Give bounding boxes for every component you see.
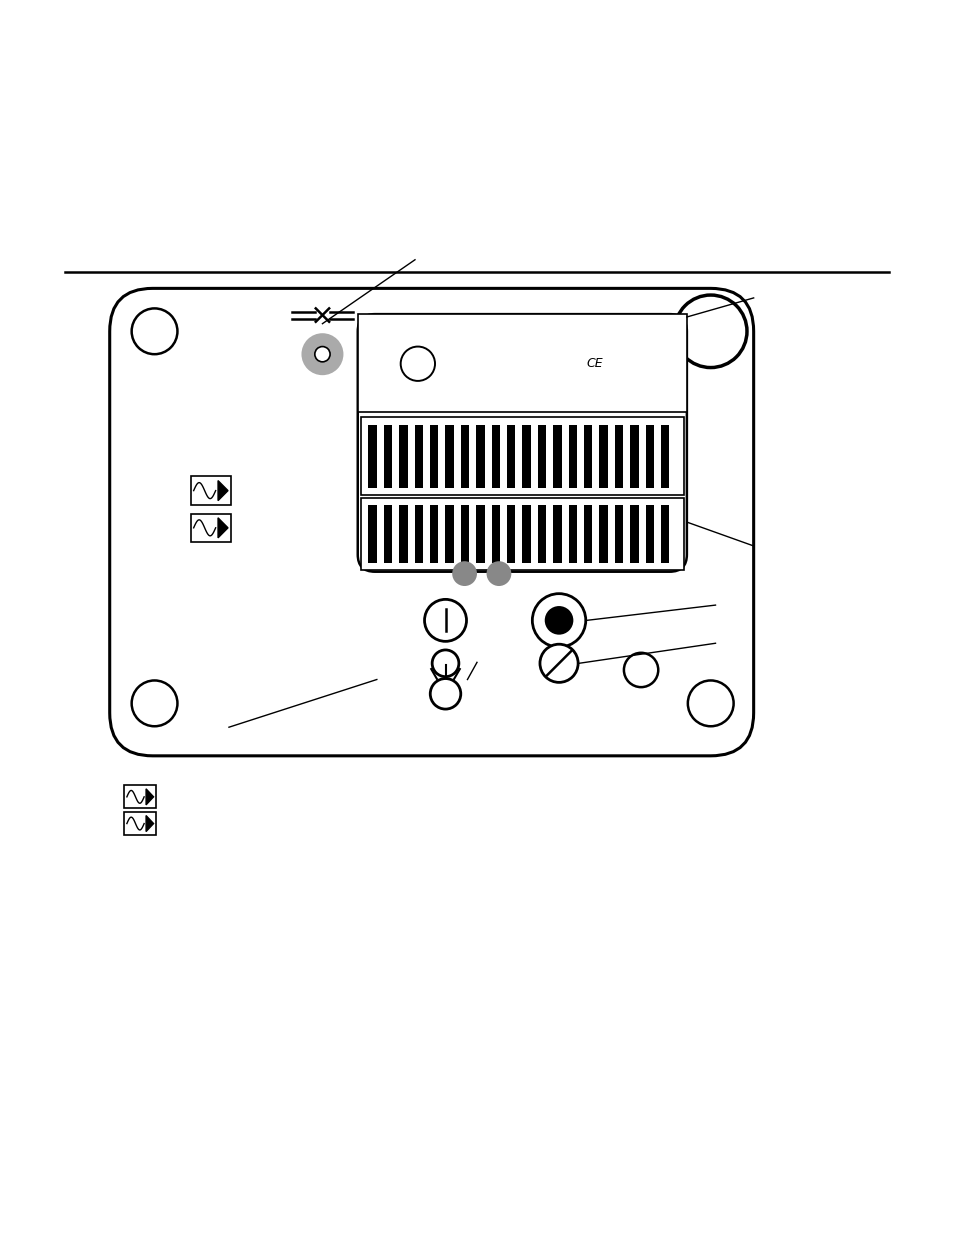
Polygon shape	[218, 480, 228, 500]
Bar	[368, 425, 376, 488]
Bar	[537, 425, 546, 488]
Bar	[491, 425, 499, 488]
Bar	[568, 505, 577, 563]
Bar	[445, 425, 454, 488]
Circle shape	[674, 295, 746, 368]
Bar	[568, 425, 577, 488]
Bar	[124, 785, 156, 808]
Bar	[583, 505, 592, 563]
Text: CE: CE	[586, 357, 602, 369]
Bar	[360, 417, 683, 495]
Circle shape	[486, 561, 511, 587]
Bar	[614, 505, 622, 563]
Circle shape	[430, 678, 460, 709]
Bar	[191, 477, 231, 505]
Bar	[398, 425, 407, 488]
Bar	[460, 425, 469, 488]
Bar	[360, 498, 683, 569]
FancyBboxPatch shape	[110, 288, 753, 756]
Bar	[491, 505, 499, 563]
Circle shape	[623, 653, 658, 687]
Circle shape	[132, 680, 177, 726]
Bar	[460, 505, 469, 563]
Bar	[614, 425, 622, 488]
Polygon shape	[146, 815, 153, 831]
Circle shape	[424, 599, 466, 641]
Bar	[191, 514, 231, 542]
Bar	[430, 505, 438, 563]
Circle shape	[314, 347, 330, 362]
Bar	[598, 505, 607, 563]
Bar	[445, 505, 454, 563]
Bar	[414, 425, 422, 488]
Circle shape	[400, 347, 435, 380]
Bar	[522, 425, 530, 488]
Circle shape	[544, 606, 573, 635]
Circle shape	[452, 561, 476, 587]
Bar	[383, 505, 392, 563]
Bar	[414, 505, 422, 563]
Bar	[553, 505, 561, 563]
Bar	[398, 505, 407, 563]
Bar	[629, 505, 638, 563]
Circle shape	[301, 333, 343, 375]
Bar	[506, 425, 515, 488]
Bar	[506, 505, 515, 563]
Bar	[629, 425, 638, 488]
Bar	[583, 425, 592, 488]
Bar	[383, 425, 392, 488]
Bar	[430, 425, 438, 488]
Bar	[124, 813, 156, 835]
Circle shape	[132, 309, 177, 354]
Bar	[645, 505, 654, 563]
Bar	[368, 505, 376, 563]
Circle shape	[532, 594, 585, 647]
Bar	[660, 425, 669, 488]
Bar	[645, 425, 654, 488]
FancyBboxPatch shape	[357, 314, 686, 572]
Circle shape	[687, 680, 733, 726]
Polygon shape	[146, 789, 153, 805]
Bar	[660, 505, 669, 563]
Bar	[537, 505, 546, 563]
Bar	[598, 425, 607, 488]
Bar	[476, 505, 484, 563]
Polygon shape	[218, 517, 228, 537]
Circle shape	[539, 645, 578, 683]
Bar	[357, 314, 686, 412]
Bar	[476, 425, 484, 488]
Bar	[553, 425, 561, 488]
Bar	[522, 505, 530, 563]
Circle shape	[432, 650, 458, 677]
